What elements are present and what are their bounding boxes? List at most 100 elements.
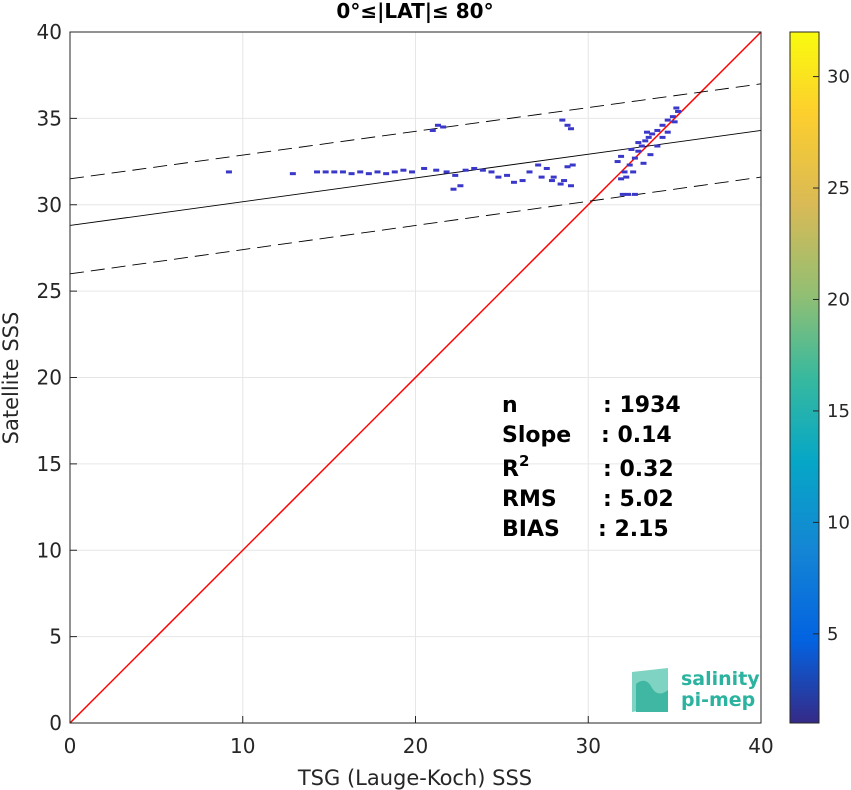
data-point (647, 153, 654, 157)
data-point (614, 160, 621, 164)
data-point (618, 154, 625, 158)
x-tick-label: 0 (64, 734, 77, 758)
y-tick-label: 10 (37, 538, 62, 562)
y-tick-label: 20 (37, 366, 62, 390)
data-point (664, 118, 671, 122)
data-point (383, 172, 390, 176)
stat-label: n (502, 393, 518, 418)
data-point (365, 172, 372, 176)
data-point (495, 175, 502, 179)
data-point (618, 177, 625, 181)
identity-line (69, 31, 762, 724)
colorbar-tick-label: 5 (827, 624, 838, 645)
data-point (548, 179, 555, 183)
data-point (510, 180, 517, 184)
data-point (659, 123, 666, 127)
scatter-points (225, 106, 682, 196)
colorbar-tick-label: 20 (827, 289, 850, 310)
data-point (391, 170, 398, 174)
data-point (538, 175, 545, 179)
data-point (659, 135, 666, 139)
data-point (457, 184, 464, 188)
stat-value: : 1934 (603, 393, 681, 418)
data-point (561, 179, 568, 183)
salinity-pi-mep-logo: salinity pi-mep (632, 668, 760, 712)
regression-upper-line (69, 83, 762, 180)
colorbar-tick-label: 25 (827, 178, 850, 199)
data-point (339, 170, 346, 174)
data-point (669, 115, 676, 119)
data-point (471, 166, 478, 170)
data-point (628, 147, 635, 151)
data-point (664, 130, 671, 134)
data-point (638, 144, 645, 148)
data-point (440, 125, 447, 129)
y-axis-title: Satellite SSS (0, 312, 23, 445)
data-point (673, 106, 680, 110)
data-point (289, 172, 296, 176)
y-tick-label: 30 (37, 193, 62, 217)
data-point (643, 130, 650, 134)
data-point (479, 168, 486, 172)
y-tick-label: 0 (49, 711, 62, 735)
data-point (443, 170, 450, 174)
logo-line2: pi-mep (681, 689, 755, 711)
data-point (434, 123, 441, 127)
data-point (331, 170, 338, 174)
data-point (642, 139, 649, 143)
regression-lines (69, 31, 762, 724)
data-point (488, 170, 495, 174)
data-point (526, 170, 533, 174)
data-point (409, 170, 416, 174)
y-tick-label: 40 (37, 20, 62, 44)
stat-value: : 5.02 (603, 487, 674, 512)
y-axis-ticks: 0 5 10 15 20 25 30 35 40 (37, 20, 77, 735)
y-tick-label: 35 (37, 106, 62, 130)
data-point (559, 118, 566, 122)
data-point (421, 166, 428, 170)
logo-wave-front (636, 680, 668, 712)
data-point (624, 192, 631, 196)
stat-value: : 0.32 (603, 457, 674, 482)
data-point (543, 166, 550, 170)
data-point (621, 170, 628, 174)
data-point (569, 163, 576, 167)
data-point (671, 120, 678, 124)
x-tick-label: 40 (748, 734, 773, 758)
data-point (535, 163, 542, 167)
colorbar-tick-label: 30 (827, 67, 850, 88)
x-tick-label: 10 (230, 734, 255, 758)
stat-label: BIAS (502, 517, 560, 542)
data-point (400, 168, 407, 172)
data-point (557, 182, 564, 186)
data-point (357, 170, 364, 174)
data-point (567, 184, 574, 188)
data-point (626, 163, 633, 167)
data-point (564, 165, 571, 169)
data-point (564, 123, 571, 127)
data-point (314, 170, 321, 174)
stat-label: Slope (502, 423, 571, 448)
data-point (640, 161, 647, 165)
data-point (450, 187, 457, 191)
data-point (550, 175, 557, 179)
colorbar (789, 31, 820, 724)
x-axis-ticks: 0 10 20 30 40 (64, 716, 774, 758)
data-point (631, 156, 638, 160)
data-point (654, 144, 661, 148)
data-point (348, 172, 355, 176)
data-point (635, 141, 642, 145)
data-point (452, 173, 459, 177)
y-tick-label: 15 (37, 452, 62, 476)
data-point (630, 170, 637, 174)
data-point (631, 192, 638, 196)
data-point (429, 128, 436, 132)
data-point (645, 135, 652, 139)
data-point (433, 168, 440, 172)
data-point (654, 128, 661, 132)
colorbar-ticks: 5 10 15 20 25 30 (813, 67, 850, 645)
y-tick-label: 5 (49, 625, 62, 649)
data-point (322, 170, 329, 174)
